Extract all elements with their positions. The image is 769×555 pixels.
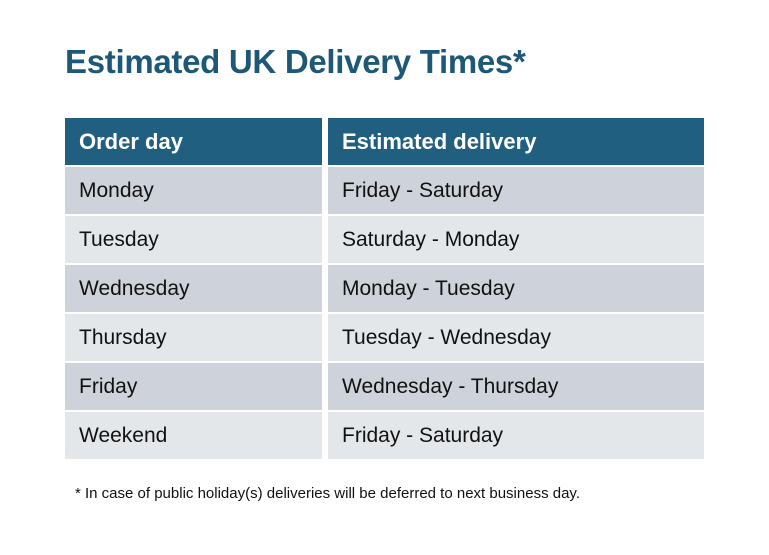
table-header-row: Order day Estimated delivery (65, 118, 704, 165)
table-row: Thursday Tuesday - Wednesday (65, 314, 704, 361)
cell-estimated-delivery: Wednesday - Thursday (328, 363, 704, 410)
cell-order-day: Tuesday (65, 216, 322, 263)
table-row: Monday Friday - Saturday (65, 167, 704, 214)
delivery-times-table: Order day Estimated delivery Monday Frid… (65, 118, 704, 459)
cell-order-day: Weekend (65, 412, 322, 459)
cell-estimated-delivery: Tuesday - Wednesday (328, 314, 704, 361)
cell-estimated-delivery: Saturday - Monday (328, 216, 704, 263)
table-row: Tuesday Saturday - Monday (65, 216, 704, 263)
cell-estimated-delivery: Friday - Saturday (328, 167, 704, 214)
cell-order-day: Friday (65, 363, 322, 410)
table-row: Friday Wednesday - Thursday (65, 363, 704, 410)
cell-order-day: Thursday (65, 314, 322, 361)
cell-order-day: Wednesday (65, 265, 322, 312)
table-row: Weekend Friday - Saturday (65, 412, 704, 459)
cell-order-day: Monday (65, 167, 322, 214)
column-header-order-day: Order day (65, 118, 322, 165)
table-row: Wednesday Monday - Tuesday (65, 265, 704, 312)
page-title: Estimated UK Delivery Times* (65, 43, 526, 80)
cell-estimated-delivery: Monday - Tuesday (328, 265, 704, 312)
cell-estimated-delivery: Friday - Saturday (328, 412, 704, 459)
column-header-estimated-delivery: Estimated delivery (328, 118, 704, 165)
footnote-text: * In case of public holiday(s) deliverie… (75, 485, 580, 502)
